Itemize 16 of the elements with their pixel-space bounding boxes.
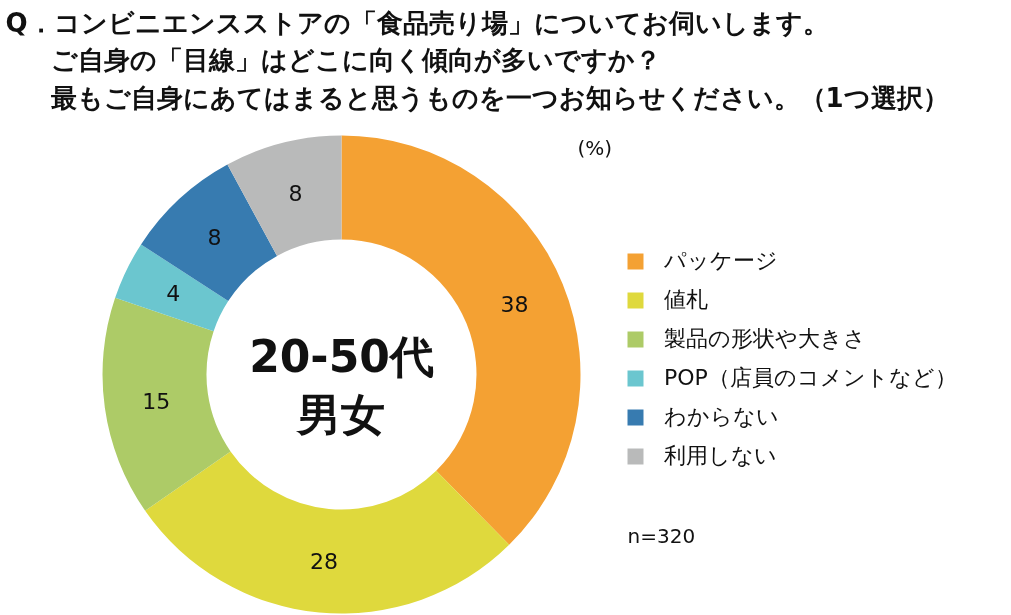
text: n=320 xyxy=(627,523,696,548)
legend-label: わからない xyxy=(664,403,779,431)
data-label: 15 xyxy=(142,388,171,414)
legend-label: 値札 xyxy=(664,286,708,314)
text: (%) xyxy=(577,135,613,160)
data-label: 38 xyxy=(500,291,529,317)
legend-label: 利用しない xyxy=(664,442,777,470)
data-label: 8 xyxy=(207,225,222,251)
legend-label: 製品の形状や大きさ xyxy=(664,325,866,353)
chart-title: Q．コンビニエンスストアの「食品売り場」についてお伺いします。ご自身の「目線」はどこに向く傾向が多いですか？最もご自身にあてはまると思うものを一つお知らせください。（1つ選択） xyxy=(5,7,949,113)
data-label: 4 xyxy=(166,280,181,306)
legend-label: パッケージ xyxy=(664,247,778,275)
data-label: 28 xyxy=(310,548,339,574)
data-label: 8 xyxy=(288,181,303,207)
legend-label: POP（店員のコメントなど） xyxy=(664,364,957,392)
text: 20-50代男女 xyxy=(249,330,434,441)
